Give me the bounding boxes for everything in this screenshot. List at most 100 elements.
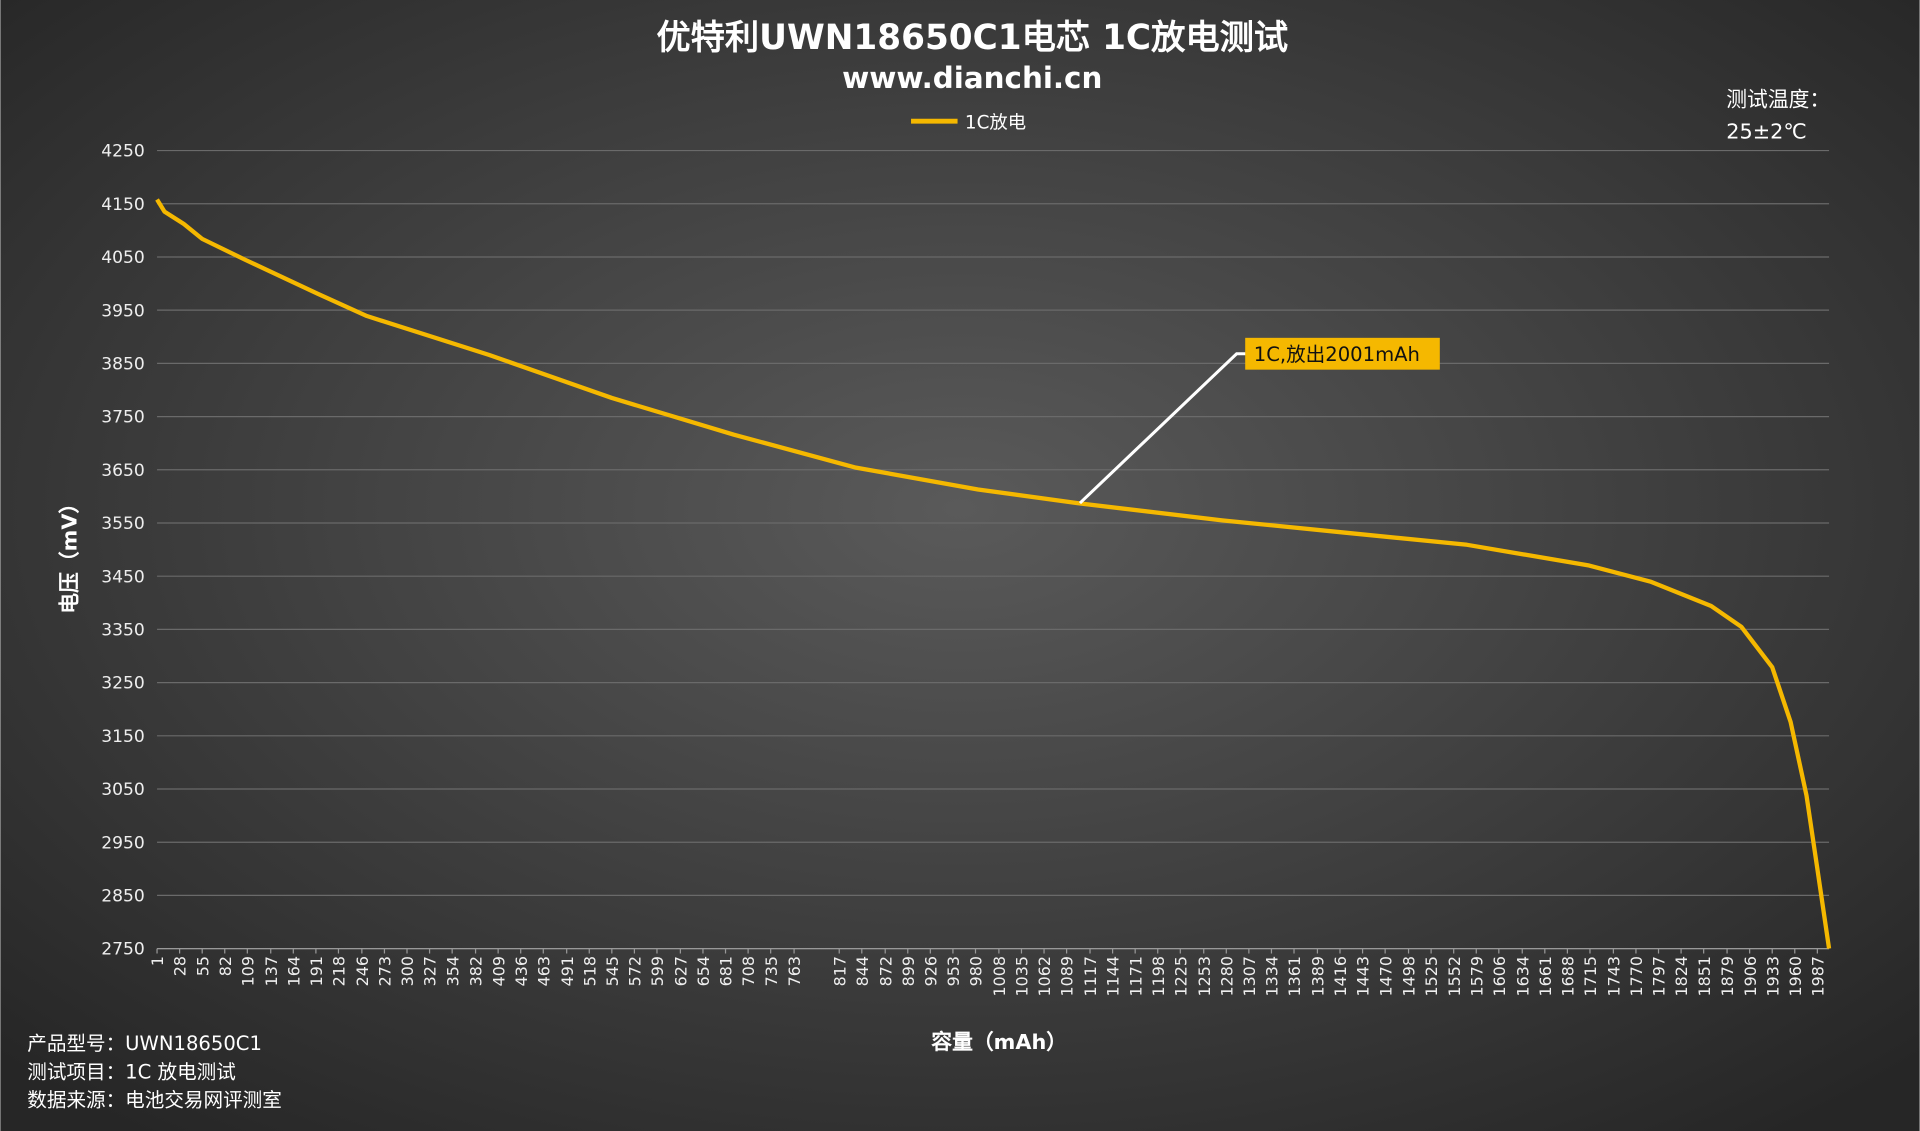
temperature: 25±2℃ <box>1726 119 1806 143</box>
annotation-text: 1C,放出2001mAh <box>1254 343 1420 366</box>
x-tick-label: 1361 <box>1285 956 1304 996</box>
y-tick-label: 3150 <box>101 727 145 747</box>
y-tick-label: 3250 <box>101 674 145 694</box>
x-tick-label: 1307 <box>1240 956 1259 996</box>
x-tick-label: 681 <box>717 956 736 986</box>
plot-area: 2750 2850 2950 3050 3150 3250 3350 3450 3550 3650… <box>101 142 1832 996</box>
x-tick-label: 300 <box>398 956 417 986</box>
x-tick-label: 1280 <box>1217 956 1236 996</box>
x-tick-label: 1552 <box>1445 956 1464 996</box>
x-tick-label: 899 <box>899 956 918 986</box>
x-tick-label: 1470 <box>1376 956 1395 996</box>
x-tick-label: 1389 <box>1309 956 1328 996</box>
x-tick-label: 1634 <box>1513 956 1532 996</box>
x-tick-label: 572 <box>626 956 645 986</box>
y-tick-label: 4150 <box>101 195 145 215</box>
x-tick-label: 409 <box>489 956 508 986</box>
x-tick-label: 1906 <box>1741 956 1760 996</box>
x-tick-label: 1144 <box>1104 956 1123 996</box>
x-tick-label: 1198 <box>1149 956 1168 996</box>
x-tick-label: 1579 <box>1467 956 1486 996</box>
x-tick-label: 1960 <box>1786 956 1805 996</box>
x-tick-label: 164 <box>284 956 303 986</box>
chart-title: 优特利UWN18650C1电芯 1C放电测试 <box>656 18 1288 58</box>
x-tick-label: 1117 <box>1081 956 1100 996</box>
y-tick-label: 3750 <box>101 408 145 428</box>
x-tick-label: 273 <box>376 956 395 986</box>
x-tick-label: 1498 <box>1400 956 1419 996</box>
x-tick-label: 109 <box>238 956 257 986</box>
x-tick-label: 1797 <box>1650 956 1669 996</box>
x-tick-label: 218 <box>330 956 349 986</box>
x-tick-label: 763 <box>785 956 804 986</box>
x-tick-label: 1089 <box>1058 956 1077 996</box>
x-tick-label: 1770 <box>1627 956 1646 996</box>
x-tick-label: 1525 <box>1422 956 1441 996</box>
x-tick-label: 926 <box>921 956 940 986</box>
x-tick-label: 1171 <box>1126 956 1145 996</box>
x-tick-label: 1824 <box>1672 956 1691 996</box>
y-tick-label: 2950 <box>101 833 145 853</box>
x-tick-label: 1253 <box>1195 956 1214 996</box>
x-tick-label: 354 <box>443 956 462 986</box>
annotation-box <box>1245 337 1440 370</box>
x-tick-label: 1416 <box>1331 956 1350 996</box>
y-tick-label: 4250 <box>101 142 145 162</box>
y-tick-label: 4050 <box>101 248 145 268</box>
annotation-leader <box>1078 352 1247 505</box>
x-tick-label: 1933 <box>1763 956 1782 996</box>
x-tick-label: 627 <box>672 956 691 986</box>
x-tick-label: 28 <box>171 956 190 976</box>
y-axis-label: 电压（mV） <box>57 493 81 614</box>
x-tick-label: 735 <box>762 956 781 986</box>
x-tick-label: 518 <box>580 956 599 986</box>
x-tick-label: 1008 <box>990 956 1009 996</box>
x-tick-label: 436 <box>512 956 531 986</box>
x-tick-label: 953 <box>944 956 963 986</box>
x-tick-label: 1661 <box>1536 956 1555 996</box>
x-tick-label: 1606 <box>1490 956 1509 996</box>
y-tick-label: 3850 <box>101 354 145 374</box>
x-tick-label: 1225 <box>1171 956 1190 996</box>
x-tick-label: 327 <box>421 956 440 986</box>
x-tick-label: 1035 <box>1013 956 1032 996</box>
x-tick-label: 545 <box>603 956 622 986</box>
legend-label: 1C放电 <box>965 113 1026 134</box>
x-tick-label: 1851 <box>1695 956 1714 996</box>
x-tick-label: 1879 <box>1718 956 1737 996</box>
x-tick-label: 1688 <box>1559 956 1578 996</box>
x-tick-label: 599 <box>648 956 667 986</box>
x-tick-label: 817 <box>830 956 849 986</box>
chart-subtitle: www.dianchi.cn <box>842 61 1102 95</box>
x-tick-label: 491 <box>558 956 577 986</box>
footer-line: 测试项目：1C 放电测试 <box>27 1060 236 1083</box>
x-tick-label: 137 <box>262 956 281 986</box>
y-tick-label: 3550 <box>101 514 145 534</box>
y-tick-label: 3050 <box>101 780 145 800</box>
x-tick-label: 1743 <box>1604 956 1623 996</box>
footer-line: 数据来源：电池交易网评测室 <box>27 1089 282 1112</box>
x-tick-label: 844 <box>853 956 872 986</box>
temperature-label: 测试温度： <box>1726 87 1830 111</box>
x-tick-label: 1062 <box>1035 956 1054 996</box>
x-tick-label: 82 <box>216 956 235 976</box>
x-tick-label: 1334 <box>1263 956 1282 996</box>
x-tick-label: 246 <box>353 956 372 986</box>
x-tick-label: 191 <box>307 956 326 986</box>
x-tick-label: 1987 <box>1808 956 1827 996</box>
footer-line: 产品型号：UWN18650C1 <box>27 1032 262 1055</box>
y-tick-label: 3650 <box>101 461 145 481</box>
x-tick-label: 1715 <box>1581 956 1600 996</box>
x-tick-label: 382 <box>467 956 486 986</box>
y-tick-label: 3450 <box>101 567 145 587</box>
x-axis-label: 容量（mAh） <box>931 1030 1067 1054</box>
x-tick-label: 1 <box>148 956 167 966</box>
data-line <box>155 198 1832 949</box>
x-tick-label: 654 <box>694 956 713 986</box>
y-tick-label: 2850 <box>101 887 145 907</box>
x-tick-label: 1443 <box>1354 956 1373 996</box>
x-tick-label: 463 <box>534 956 553 986</box>
y-tick-label: 2750 <box>101 940 145 960</box>
